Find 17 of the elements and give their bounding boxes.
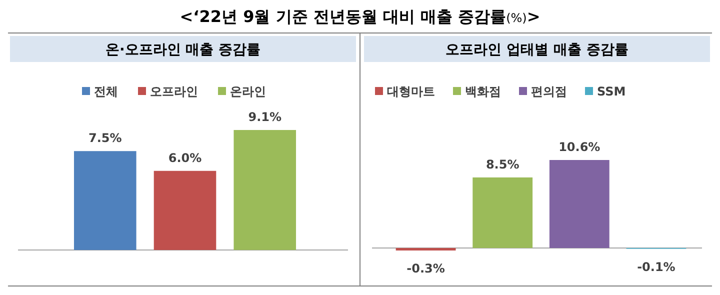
legend-label: SSM <box>597 84 626 98</box>
data-label: -0.3% <box>406 261 445 276</box>
legend-label: 전체 <box>94 84 118 98</box>
chart-title: <‘22년 9월 기준 전년동월 대비 매출 증감률(%)> <box>180 7 540 26</box>
legend-label: 오프라인 <box>150 84 198 98</box>
data-label: 8.5% <box>486 157 520 172</box>
data-label: 7.5% <box>88 131 122 146</box>
legend-label: 편의점 <box>531 84 567 98</box>
chart-title: 오프라인 업태별 매출 증감률 <box>446 42 628 58</box>
data-label: 10.6% <box>558 140 600 154</box>
data-label: 9.1% <box>248 110 282 124</box>
data-label: -0.1% <box>637 260 676 274</box>
legend-label: 대형마트 <box>387 84 435 98</box>
legend-label: 온라인 <box>230 84 266 98</box>
legend-label: 백화점 <box>465 84 501 98</box>
chart-subtitle: 온·오프라인 매출 증감률 <box>105 42 261 58</box>
data-label: 6.0% <box>168 150 202 165</box>
